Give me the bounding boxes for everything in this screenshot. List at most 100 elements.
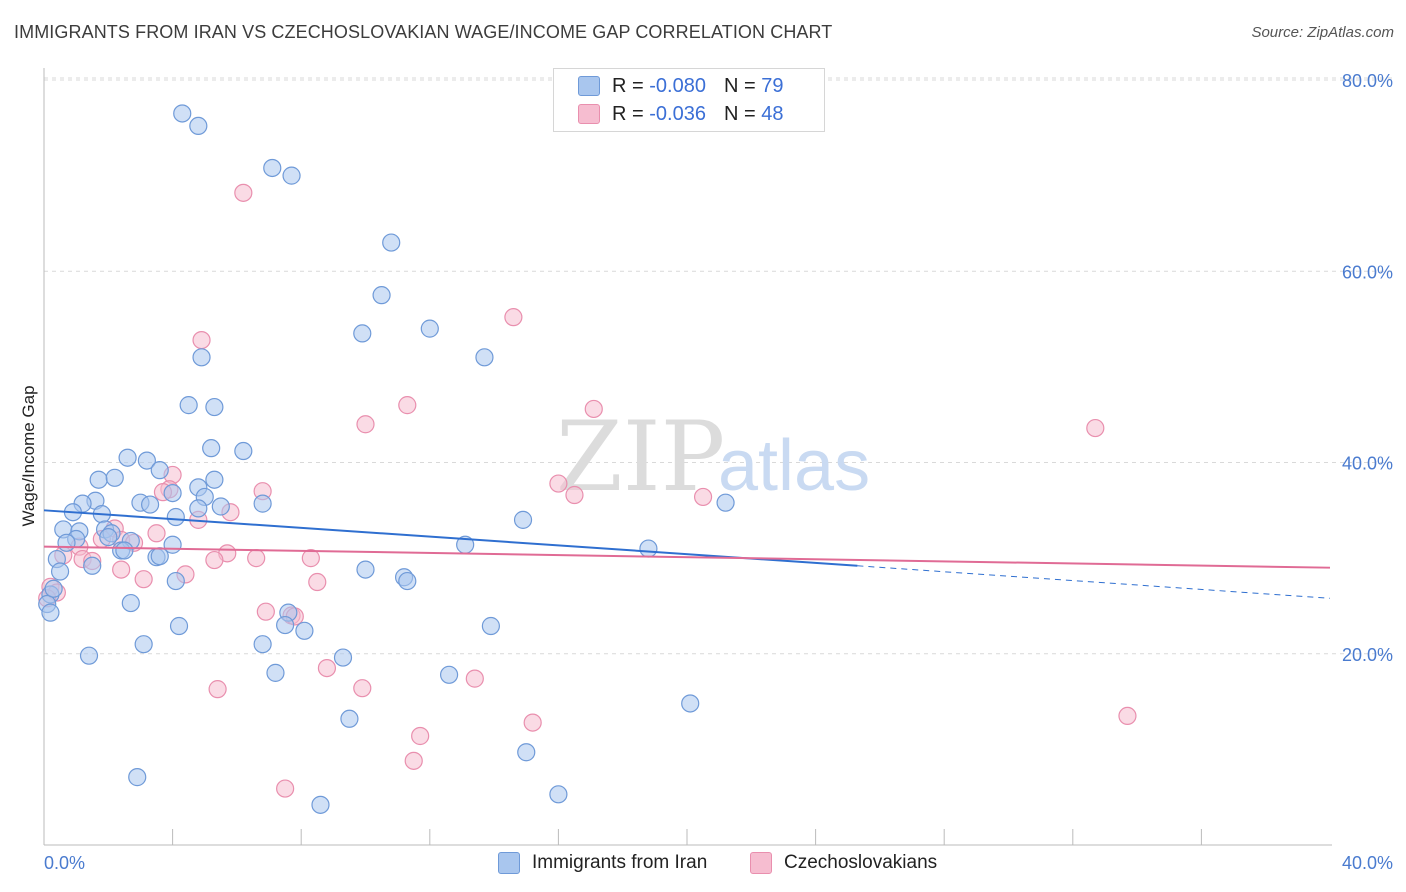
point-iran [118, 448, 137, 467]
point-iran [295, 621, 314, 640]
point-iran [89, 470, 108, 489]
point-czechoslovakians [276, 779, 295, 798]
y-tick-label: 40.0% [1342, 454, 1393, 474]
r-label: R = [612, 74, 644, 97]
point-iran [205, 397, 224, 417]
point-iran [311, 795, 330, 814]
legend-swatch-czechoslovakians [750, 852, 772, 874]
point-czechoslovakians [208, 680, 227, 699]
point-iran [137, 451, 156, 470]
point-iran [205, 470, 224, 489]
point-czechoslovakians [317, 658, 337, 678]
point-iran [513, 510, 533, 529]
point-iran [105, 468, 124, 487]
point-iran [179, 396, 198, 415]
point-iran [276, 615, 295, 635]
point-czechoslovakians [256, 602, 275, 621]
trend-lines [43, 509, 1331, 599]
point-czechoslovakians [234, 183, 253, 202]
point-iran [340, 709, 359, 728]
point-iran [382, 233, 401, 252]
grid-lines [44, 77, 1393, 655]
point-czechoslovakians [398, 396, 417, 415]
legend-swatch-czechoslovakians [578, 104, 600, 124]
point-iran [420, 319, 439, 338]
point-iran [356, 560, 375, 579]
r-value: -0.080 [649, 74, 706, 97]
legend-row-czechoslovakians: R = -0.036 N = 48 [578, 101, 783, 127]
trend-line-iran-extrapolated [857, 565, 1331, 599]
point-czechoslovakians [693, 487, 713, 507]
legend-item-iran: Immigrants from Iran [498, 852, 707, 874]
point-iran [266, 663, 285, 682]
trend-line-iran [43, 509, 858, 567]
point-czechoslovakians [465, 669, 484, 688]
point-czechoslovakians [584, 399, 603, 419]
stats-legend: R = -0.080 N = 79 R = -0.036 N = 48 [553, 68, 825, 132]
point-iran [353, 324, 372, 343]
point-czechoslovakians [565, 485, 584, 505]
point-iran [439, 665, 459, 684]
point-czechoslovakians [147, 524, 166, 543]
point-iran [83, 556, 102, 575]
point-czechoslovakians [192, 331, 211, 350]
point-czechoslovakians [404, 751, 423, 770]
point-iran [211, 497, 230, 516]
legend-swatch-iran [498, 852, 520, 874]
n-value: 48 [761, 102, 784, 125]
point-iran [253, 494, 272, 513]
chart-title: IMMIGRANTS FROM IRAN VS CZECHOSLOVAKIAN … [14, 22, 833, 42]
point-iran [639, 539, 658, 558]
point-iran [79, 646, 99, 665]
point-iran [166, 571, 185, 591]
point-iran [549, 785, 568, 804]
point-iran [150, 461, 169, 480]
point-iran [134, 635, 153, 654]
point-iran [163, 484, 182, 503]
source-credit: Source: ZipAtlas.com [1251, 24, 1394, 41]
n-label: N = [723, 102, 756, 125]
point-czechoslovakians [504, 308, 523, 327]
point-iran [263, 158, 282, 178]
y-axis-title: Wage/Income Gap [19, 385, 38, 526]
point-iran [57, 533, 76, 552]
point-iran [475, 348, 494, 367]
y-tick-label: 60.0% [1342, 262, 1393, 282]
point-czechoslovakians [353, 679, 372, 698]
point-czechoslovakians [308, 572, 327, 592]
legend-row-iran: R = -0.080 N = 79 [578, 73, 783, 99]
point-iran [681, 694, 700, 713]
point-czechoslovakians [1118, 706, 1137, 726]
point-iran [128, 768, 147, 787]
point-iran [50, 562, 70, 581]
y-tick-label: 20.0% [1342, 645, 1393, 665]
point-iran [253, 635, 272, 654]
watermark-atlas: atlas [718, 426, 870, 506]
y-tick-labels: 20.0% 40.0% 60.0% 80.0% [1342, 71, 1393, 665]
n-value: 79 [761, 74, 784, 97]
point-iran [150, 547, 169, 566]
point-iran [202, 439, 221, 458]
point-iran [121, 593, 140, 613]
legend-item-czechoslovakians: Czechoslovakians [750, 852, 937, 874]
x-tick-label-max: 40.0% [1342, 853, 1393, 873]
point-czechoslovakians [549, 474, 568, 493]
point-czechoslovakians [112, 560, 131, 579]
point-iran [166, 507, 185, 527]
point-iran [169, 616, 189, 636]
x-tick-label-min: 0.0% [44, 853, 85, 873]
point-iran [716, 493, 735, 512]
point-czechoslovakians [301, 549, 320, 568]
series-iran-points [38, 104, 735, 814]
point-czechoslovakians [134, 570, 153, 589]
trend-line-czechoslovakians [43, 545, 1331, 569]
point-iran [372, 286, 391, 305]
point-czechoslovakians [356, 415, 375, 434]
axes [43, 68, 1332, 846]
point-iran [99, 527, 118, 547]
legend-label-czechoslovakians: Czechoslovakians [784, 852, 938, 873]
point-czechoslovakians [411, 726, 430, 746]
point-iran [234, 441, 253, 461]
point-iran [140, 495, 160, 514]
